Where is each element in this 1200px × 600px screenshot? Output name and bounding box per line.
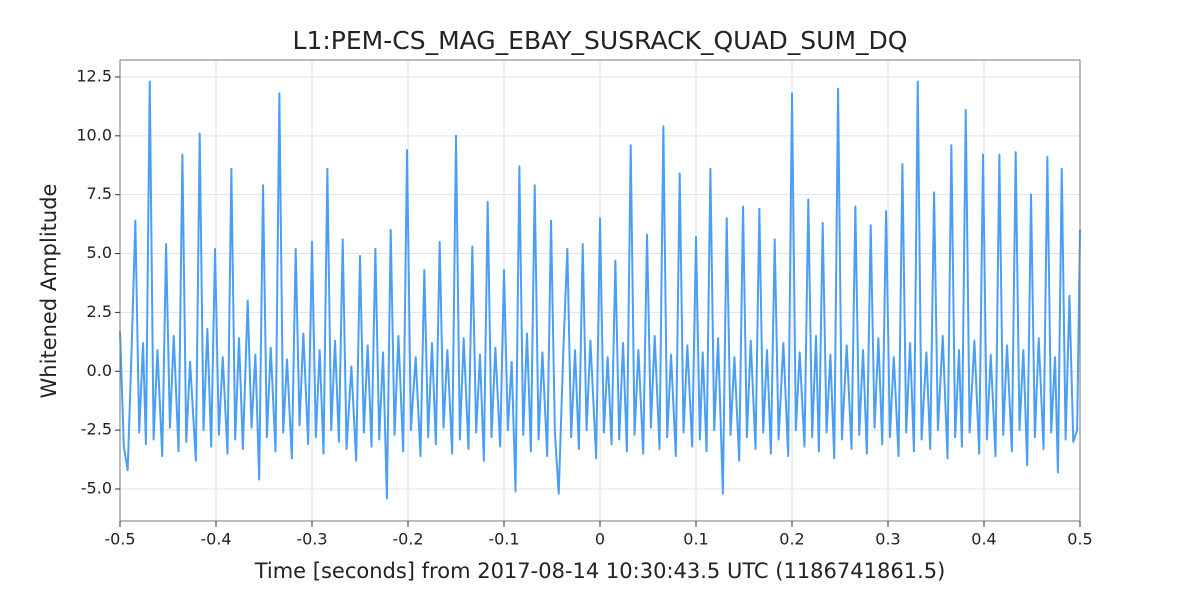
x-tick-label: 0.1 xyxy=(683,530,708,549)
signal-line xyxy=(119,80,1081,500)
x-tick-label: 0.2 xyxy=(779,530,804,549)
y-tick-label: 0.0 xyxy=(87,361,112,380)
x-tick-label: 0.3 xyxy=(875,530,900,549)
y-tick-label: 5.0 xyxy=(87,243,112,262)
chart-title: L1:PEM-CS_MAG_EBAY_SUSRACK_QUAD_SUM_DQ xyxy=(293,26,908,55)
x-tick-label: 0.5 xyxy=(1067,530,1092,549)
y-tick-label: -5.0 xyxy=(81,478,112,497)
x-tick-label: -0.4 xyxy=(200,530,231,549)
y-axis-label: Whitened Amplitude xyxy=(37,184,61,399)
y-tick-label: 7.5 xyxy=(87,184,112,203)
x-tick-label: -0.1 xyxy=(488,530,519,549)
x-tick-label: -0.2 xyxy=(392,530,423,549)
ticks: -5.0 -2.5 0.0 2.5 5.0 7.5 10.0 12.5 -0.5 -0.4 -0.3… xyxy=(76,66,1092,548)
x-tick-label: -0.5 xyxy=(104,530,135,549)
x-tick-label: 0.4 xyxy=(971,530,996,549)
x-axis-label: Time [seconds] from 2017-08-14 10:30:43.… xyxy=(254,559,946,583)
y-tick-label: -2.5 xyxy=(81,420,112,439)
y-tick-label: 10.0 xyxy=(76,125,112,144)
x-tick-label: -0.3 xyxy=(296,530,327,549)
y-tick-label: 12.5 xyxy=(76,66,112,85)
plot xyxy=(119,80,1081,500)
x-tick-label: 0 xyxy=(595,530,605,549)
y-tick-label: 2.5 xyxy=(87,302,112,321)
